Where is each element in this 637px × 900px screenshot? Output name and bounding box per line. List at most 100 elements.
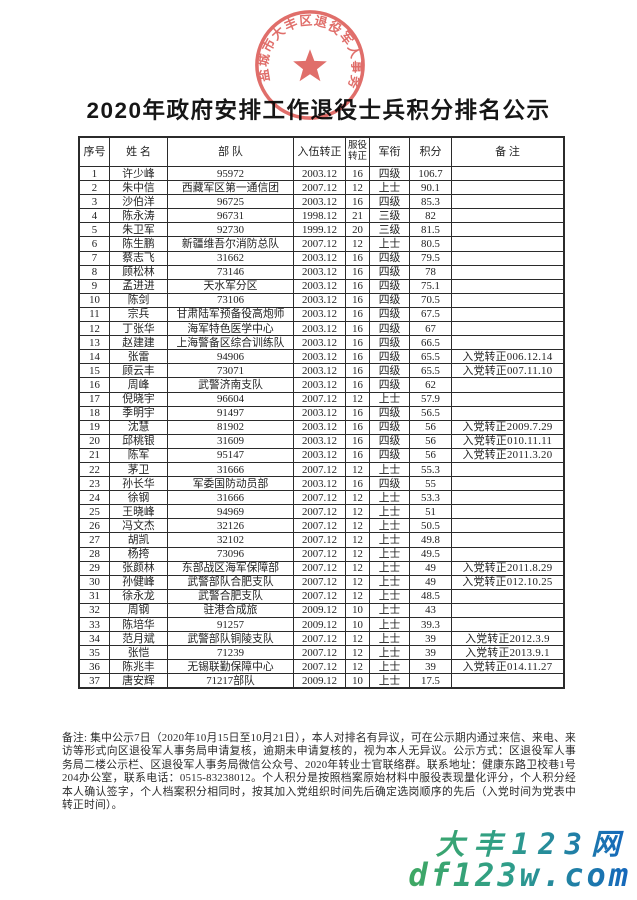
table-row: 8 顾松林 73146 2003.12 16 四级 78: [79, 264, 564, 280]
cell-name: 徐永龙: [109, 588, 168, 604]
cell-unit: 73096: [167, 546, 294, 562]
cell-rank: 上士: [369, 490, 410, 506]
cell-name: 沈慧: [109, 419, 168, 435]
cell-rank: 四级: [369, 405, 410, 421]
cell-rank: 四级: [369, 476, 410, 492]
cell-unit: 海军特色医学中心: [167, 321, 294, 337]
cell-rank: 四级: [369, 433, 410, 449]
table-row: 32 周钢 驻港合成旅 2009.12 10 上士 43: [79, 602, 564, 619]
cell-unit: 94906: [167, 349, 294, 365]
header-enlist-date: 入伍转正: [293, 137, 346, 167]
cell-no: 7: [79, 250, 110, 266]
header-score: 积分: [409, 137, 452, 167]
cell-remark: [451, 236, 564, 252]
table-row: 27 胡凯 32102 2007.12 12 上士 49.8: [79, 532, 564, 548]
table-row: 6 陈生鹏 新疆维吾尔消防总队 2007.12 12 上士 80.5: [79, 236, 564, 252]
cell-service-years: 12: [345, 391, 370, 407]
cell-name: 季明宇: [109, 405, 168, 421]
cell-rank: 四级: [369, 250, 410, 266]
header-unit: 部 队: [167, 137, 294, 167]
cell-name: 周峰: [109, 377, 168, 393]
cell-no: 8: [79, 264, 110, 280]
header-remark: 备 注: [451, 137, 564, 167]
cell-score: 106.7: [409, 165, 452, 182]
cell-enlist-date: 2003.12: [293, 306, 346, 323]
cell-service-years: 16: [345, 250, 370, 266]
header-service-years: 服役转正: [345, 137, 370, 167]
cell-no: 21: [79, 447, 110, 463]
cell-rank: 上士: [369, 560, 410, 576]
cell-unit: 94969: [167, 504, 294, 520]
cell-remark: 入党转正012.10.25: [451, 574, 564, 590]
cell-score: 55.3: [409, 461, 452, 478]
cell-enlist-date: 2003.12: [293, 264, 346, 280]
cell-rank: 四级: [369, 349, 410, 365]
cell-unit: 73146: [167, 264, 294, 280]
table-row: 29 张颜林 东部战区海军保障部 2007.12 12 上士 49 入党转正2011.8.29: [79, 560, 564, 576]
cell-remark: [451, 208, 564, 224]
cell-enlist-date: 2003.12: [293, 377, 346, 393]
table-row: 15 顾云丰 73071 2003.12 16 四级 65.5 入党转正007.11.10: [79, 363, 564, 379]
cell-score: 39: [409, 631, 452, 647]
cell-remark: [451, 518, 564, 534]
cell-enlist-date: 2003.12: [293, 447, 346, 463]
cell-enlist-date: 2007.12: [293, 645, 346, 661]
cell-service-years: 16: [345, 306, 370, 323]
cell-no: 33: [79, 616, 110, 633]
cell-remark: [451, 391, 564, 407]
cell-rank: 三级: [369, 222, 410, 238]
cell-enlist-date: 2007.12: [293, 588, 346, 604]
cell-name: 陈永涛: [109, 208, 168, 224]
table-row: 17 倪晓宇 96604 2007.12 12 上士 57.9: [79, 391, 564, 407]
cell-unit: 71217部队: [167, 673, 294, 689]
cell-score: 39.3: [409, 616, 452, 633]
cell-service-years: 16: [345, 433, 370, 449]
table-row: 12 丁张华 海军特色医学中心 2003.12 16 四级 67: [79, 321, 564, 337]
cell-service-years: 10: [345, 673, 370, 689]
cell-name: 赵建建: [109, 335, 168, 351]
table-row: 28 杨挎 73096 2007.12 12 上士 49.5: [79, 546, 564, 562]
cell-remark: [451, 602, 564, 619]
cell-name: 许少峰: [109, 165, 168, 182]
cell-unit: 武警济南支队: [167, 377, 294, 393]
table-header-row: 序号 姓 名 部 队 入伍转正 服役转正 军衔 积分 备 注: [79, 137, 564, 167]
cell-name: 周钢: [109, 602, 168, 619]
cell-no: 9: [79, 278, 110, 294]
cell-service-years: 10: [345, 602, 370, 619]
table-row: 36 陈兆丰 无锡联勤保障中心 2007.12 12 上士 39 入党转正014.11.27: [79, 659, 564, 675]
cell-unit: 81902: [167, 419, 294, 435]
cell-remark: 入党转正014.11.27: [451, 659, 564, 675]
cell-remark: 入党转正2009.7.29: [451, 419, 564, 435]
cell-name: 丁张华: [109, 321, 168, 337]
cell-score: 55: [409, 476, 452, 492]
cell-score: 67.5: [409, 306, 452, 323]
cell-rank: 上士: [369, 602, 410, 619]
cell-unit: 西藏军区第一通信团: [167, 180, 294, 196]
cell-rank: 上士: [369, 518, 410, 534]
table-row: 23 孙长华 军委国防动员部 2003.12 16 四级 55: [79, 476, 564, 492]
cell-rank: 四级: [369, 194, 410, 210]
cell-score: 82: [409, 208, 452, 224]
cell-service-years: 10: [345, 616, 370, 633]
cell-service-years: 12: [345, 532, 370, 548]
table-row: 13 赵建建 上海警备区综合训练队 2003.12 16 四级 66.5: [79, 335, 564, 351]
cell-enlist-date: 2003.12: [293, 321, 346, 337]
ranking-table: 序号 姓 名 部 队 入伍转正 服役转正 军衔 积分 备 注 1 许少峰 95972…: [78, 135, 565, 690]
cell-name: 唐安辉: [109, 673, 168, 689]
cell-rank: 上士: [369, 236, 410, 252]
watermark-site-name: 大丰123网: [408, 829, 629, 860]
cell-name: 邱桃银: [109, 433, 168, 449]
cell-enlist-date: 2003.12: [293, 363, 346, 379]
cell-name: 陈培华: [109, 616, 168, 633]
table-row: 14 张雷 94906 2003.12 16 四级 65.5 入党转正006.12.14: [79, 349, 564, 365]
cell-no: 18: [79, 405, 110, 421]
cell-rank: 上士: [369, 180, 410, 196]
cell-rank: 四级: [369, 278, 410, 294]
cell-score: 49: [409, 574, 452, 590]
cell-name: 陈兆丰: [109, 659, 168, 675]
cell-service-years: 16: [345, 194, 370, 210]
cell-unit: 天水军分区: [167, 278, 294, 294]
table-row: 21 陈军 95147 2003.12 16 四级 56 入党转正2011.3.20: [79, 447, 564, 463]
cell-remark: [451, 476, 564, 492]
